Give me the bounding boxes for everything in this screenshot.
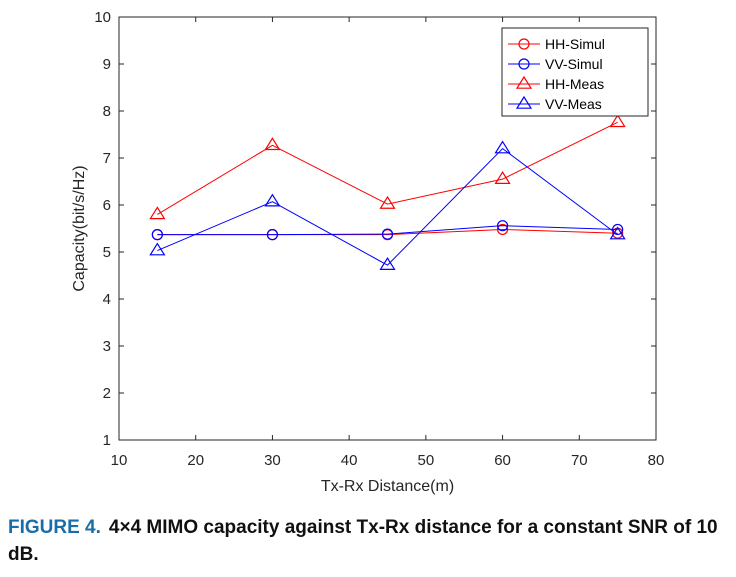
series-hh-meas <box>149 114 626 220</box>
axis-ticks: 10 20 30 40 50 60 70 80 1 2 3 4 5 6 7 8 9 10 <box>94 9 664 469</box>
y-tick-label-7: 8 <box>103 103 111 120</box>
x-tick-label-6: 70 <box>571 452 588 469</box>
y-tick-label-1: 2 <box>103 385 111 402</box>
legend-marker-3 <box>515 95 533 109</box>
caption-label: FIGURE 4. <box>8 517 101 538</box>
y-tick-label-3: 4 <box>103 291 111 308</box>
data-point-hh-meas-0 <box>149 206 166 220</box>
legend-label-0: HH-Simul <box>545 36 605 52</box>
y-tick-label-8: 9 <box>103 56 111 73</box>
legend-marker-1 <box>518 58 530 70</box>
y-tick-label-6: 7 <box>103 150 111 167</box>
data-point-vv-meas-3 <box>494 140 511 154</box>
x-tick-label-3: 40 <box>341 452 358 469</box>
data-point-vv-meas-4 <box>609 226 626 240</box>
data-point-hh-meas-4 <box>609 114 626 128</box>
x-tick-label-0: 10 <box>111 452 128 469</box>
data-point-vv-simul-1 <box>266 229 279 241</box>
y-tick-label-5: 6 <box>103 197 111 214</box>
x-tick-label-7: 80 <box>648 452 665 469</box>
legend: HH-Simul VV-Simul HH-Meas VV-Meas <box>501 27 649 117</box>
legend-label-3: VV-Meas <box>545 96 602 112</box>
x-tick-label-5: 60 <box>494 452 511 469</box>
data-point-hh-meas-1 <box>264 137 281 151</box>
legend-label-2: HH-Meas <box>545 76 604 92</box>
data-point-hh-simul-3 <box>496 223 509 236</box>
series-line-vv-simul <box>157 225 618 236</box>
legend-label-1: VV-Simul <box>545 56 603 72</box>
data-point-vv-simul-3 <box>496 220 509 232</box>
x-tick-label-1: 20 <box>187 452 204 469</box>
series-line-vv-meas <box>157 147 618 266</box>
y-tick-label-4: 5 <box>103 244 111 261</box>
data-point-vv-meas-2 <box>379 257 396 270</box>
data-point-hh-meas-3 <box>494 171 511 184</box>
x-axis-label: Tx-Rx Distance(m) <box>321 478 454 495</box>
y-tick-label-2: 3 <box>103 338 111 355</box>
legend-marker-2 <box>515 75 533 89</box>
data-point-vv-simul-2 <box>381 228 394 240</box>
y-tick-label-0: 1 <box>103 432 111 449</box>
figure-caption: FIGURE 4. 4×4 MIMO capacity against Tx-Rx… <box>8 514 732 568</box>
series-vv-meas <box>149 140 626 270</box>
data-point-vv-simul-0 <box>151 229 163 241</box>
series-vv-simul <box>151 220 624 241</box>
series-line-hh-meas <box>157 121 618 215</box>
chart: 10 20 30 40 50 60 70 80 1 2 3 4 5 6 7 8 9 10 Tx-Rx Distan… <box>71 9 664 495</box>
x-tick-label-4: 50 <box>418 452 435 469</box>
data-point-vv-meas-1 <box>264 193 281 207</box>
series-layer <box>149 114 626 270</box>
y-axis-label: Capacity(bit/s/Hz) <box>71 165 88 291</box>
caption-text: 4×4 MIMO capacity against Tx-Rx distance… <box>8 517 718 565</box>
data-point-vv-meas-0 <box>149 242 166 256</box>
y-tick-label-9: 10 <box>94 9 111 26</box>
x-tick-label-2: 30 <box>264 452 281 469</box>
data-point-hh-meas-2 <box>379 195 396 209</box>
legend-marker-0 <box>518 38 530 50</box>
